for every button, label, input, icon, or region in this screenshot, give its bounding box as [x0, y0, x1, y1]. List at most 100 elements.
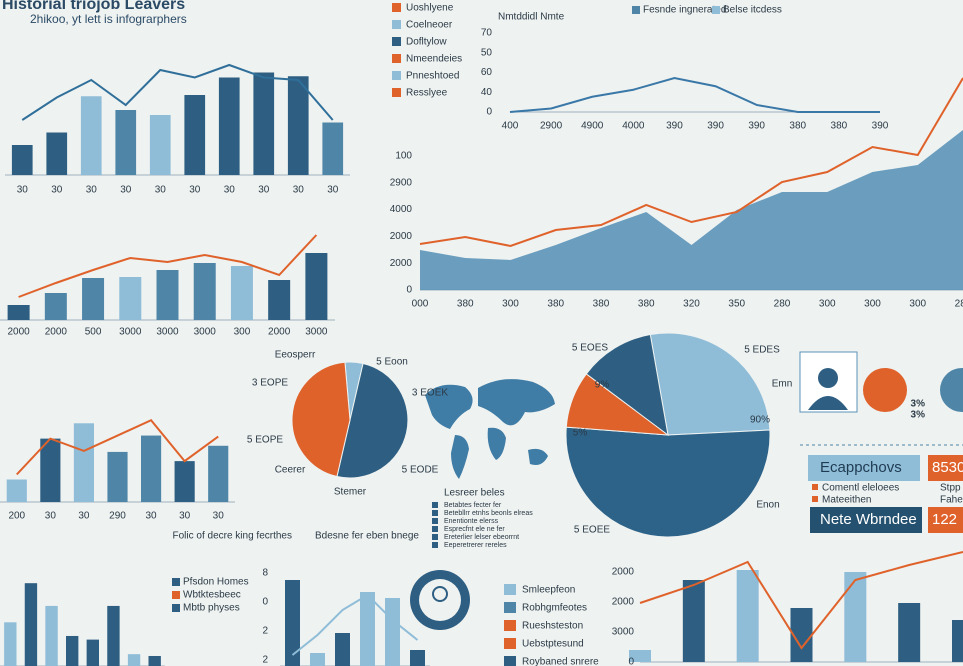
x-tick-label: 3000 — [305, 327, 328, 338]
bar — [174, 461, 195, 502]
x-tick-label: 290 — [109, 511, 126, 522]
bar — [184, 95, 206, 175]
pie-annotation: 3 EOEK — [412, 388, 448, 399]
legend-label: Betebllrr etnhs beonls elreas — [444, 510, 533, 517]
y-tick-label: 60 — [481, 67, 493, 78]
legend-label: Eeperetrerer rereles — [444, 542, 507, 549]
x-tick-label: 300 — [864, 299, 881, 310]
bar — [790, 608, 813, 662]
bar — [410, 650, 425, 666]
y-tick-label: 2900 — [390, 177, 413, 188]
x-tick-label: 2900 — [540, 121, 563, 132]
y-tick-label: 4000 — [390, 204, 413, 215]
legend-label: Enentionte elerss — [444, 518, 499, 525]
legend-label: Esprecfnt ele ne fer — [444, 526, 505, 533]
y-tick-label: 0 — [406, 285, 412, 296]
bar — [193, 263, 216, 320]
x-tick-label: 3000 — [119, 327, 142, 338]
legend-swatch — [432, 502, 438, 508]
legend-swatch — [172, 591, 180, 599]
x-tick-label: 30 — [213, 511, 225, 522]
x-tick-label: 300 — [502, 299, 519, 310]
icon-person — [432, 586, 448, 602]
x-tick-label: 30 — [78, 511, 90, 522]
legend-swatch — [504, 620, 516, 631]
stat-item: Fahe — [940, 495, 963, 506]
bar — [44, 293, 67, 320]
legend-label: Uebstptesund — [522, 639, 584, 650]
bar — [141, 435, 162, 502]
legend-label: Mbtb physes — [183, 603, 240, 614]
icon-head — [818, 368, 838, 388]
bar — [107, 451, 128, 502]
legend-swatch — [712, 6, 720, 14]
x-tick-label: 30 — [86, 185, 98, 196]
bar — [11, 145, 33, 175]
y-tick-label: 0 — [262, 597, 268, 608]
pie-annotation: 3 EOPE — [252, 378, 288, 389]
world-map — [425, 379, 555, 479]
y-tick-label: 2000 — [612, 597, 635, 608]
x-tick-label: 000 — [412, 299, 429, 310]
bar — [218, 77, 240, 175]
x-tick-label: 30 — [179, 511, 191, 522]
legend-label: Smleepfeon — [522, 585, 575, 596]
pie-annotation: Enon — [756, 500, 779, 511]
bar — [82, 278, 105, 320]
legend-swatch — [504, 656, 516, 666]
legend-swatch — [432, 542, 438, 548]
bar — [898, 603, 921, 662]
x-tick-label: 280 — [955, 299, 963, 310]
bar — [682, 580, 705, 662]
stat-box — [928, 455, 963, 481]
legend-swatch — [392, 71, 401, 80]
x-tick-label: 2000 — [7, 327, 30, 338]
bar — [46, 132, 68, 175]
bar — [253, 72, 275, 175]
pie-slice — [565, 426, 771, 538]
bar — [149, 115, 171, 175]
stat-number: 8530 — [932, 459, 963, 476]
bar — [4, 622, 17, 666]
legend-label: Betabtes fecter fer — [444, 502, 502, 509]
line — [291, 593, 419, 656]
bar — [844, 572, 867, 662]
x-tick-label: 500 — [85, 327, 102, 338]
bar — [305, 253, 328, 320]
stat-number: 122 — [932, 511, 957, 528]
stat-box — [810, 507, 922, 533]
legend-swatch — [632, 6, 640, 14]
bar — [7, 305, 30, 320]
bar — [285, 580, 300, 666]
y-tick-label: 0 — [628, 657, 634, 666]
y-tick-label: 3000 — [612, 627, 635, 638]
x-tick-label: 2000 — [268, 327, 291, 338]
x-tick-label: 2000 — [45, 327, 68, 338]
line — [18, 234, 318, 298]
chart-title: Nmtddidl Nmte — [498, 12, 565, 23]
icon-circle — [940, 368, 963, 412]
line — [419, 77, 963, 248]
x-tick-label: 4000 — [622, 121, 645, 132]
legend-swatch — [172, 604, 180, 612]
x-tick-label: 380 — [831, 121, 848, 132]
bar — [385, 598, 400, 666]
legend-label: Pnneshtoed — [406, 71, 459, 82]
pie-annotation: 5 EODE — [402, 465, 439, 476]
x-tick-label: 350 — [728, 299, 745, 310]
pie-annotation: Ceerer — [275, 465, 306, 476]
pie-annotation: 5 EOEE — [574, 525, 610, 536]
legend-label: Rueshsteston — [522, 621, 583, 632]
x-tick-label: 30 — [51, 185, 63, 196]
y-tick-label: 2000 — [390, 258, 413, 269]
x-tick-label: 390 — [707, 121, 724, 132]
bar — [952, 620, 963, 662]
y-tick-label: 40 — [481, 87, 493, 98]
x-tick-label: 390 — [666, 121, 683, 132]
legend-label: Belse itcdess — [723, 5, 782, 16]
x-tick-label: 390 — [748, 121, 765, 132]
bar — [45, 605, 58, 666]
legend-swatch — [432, 510, 438, 516]
legend-swatch — [392, 20, 401, 29]
bar — [115, 110, 137, 175]
